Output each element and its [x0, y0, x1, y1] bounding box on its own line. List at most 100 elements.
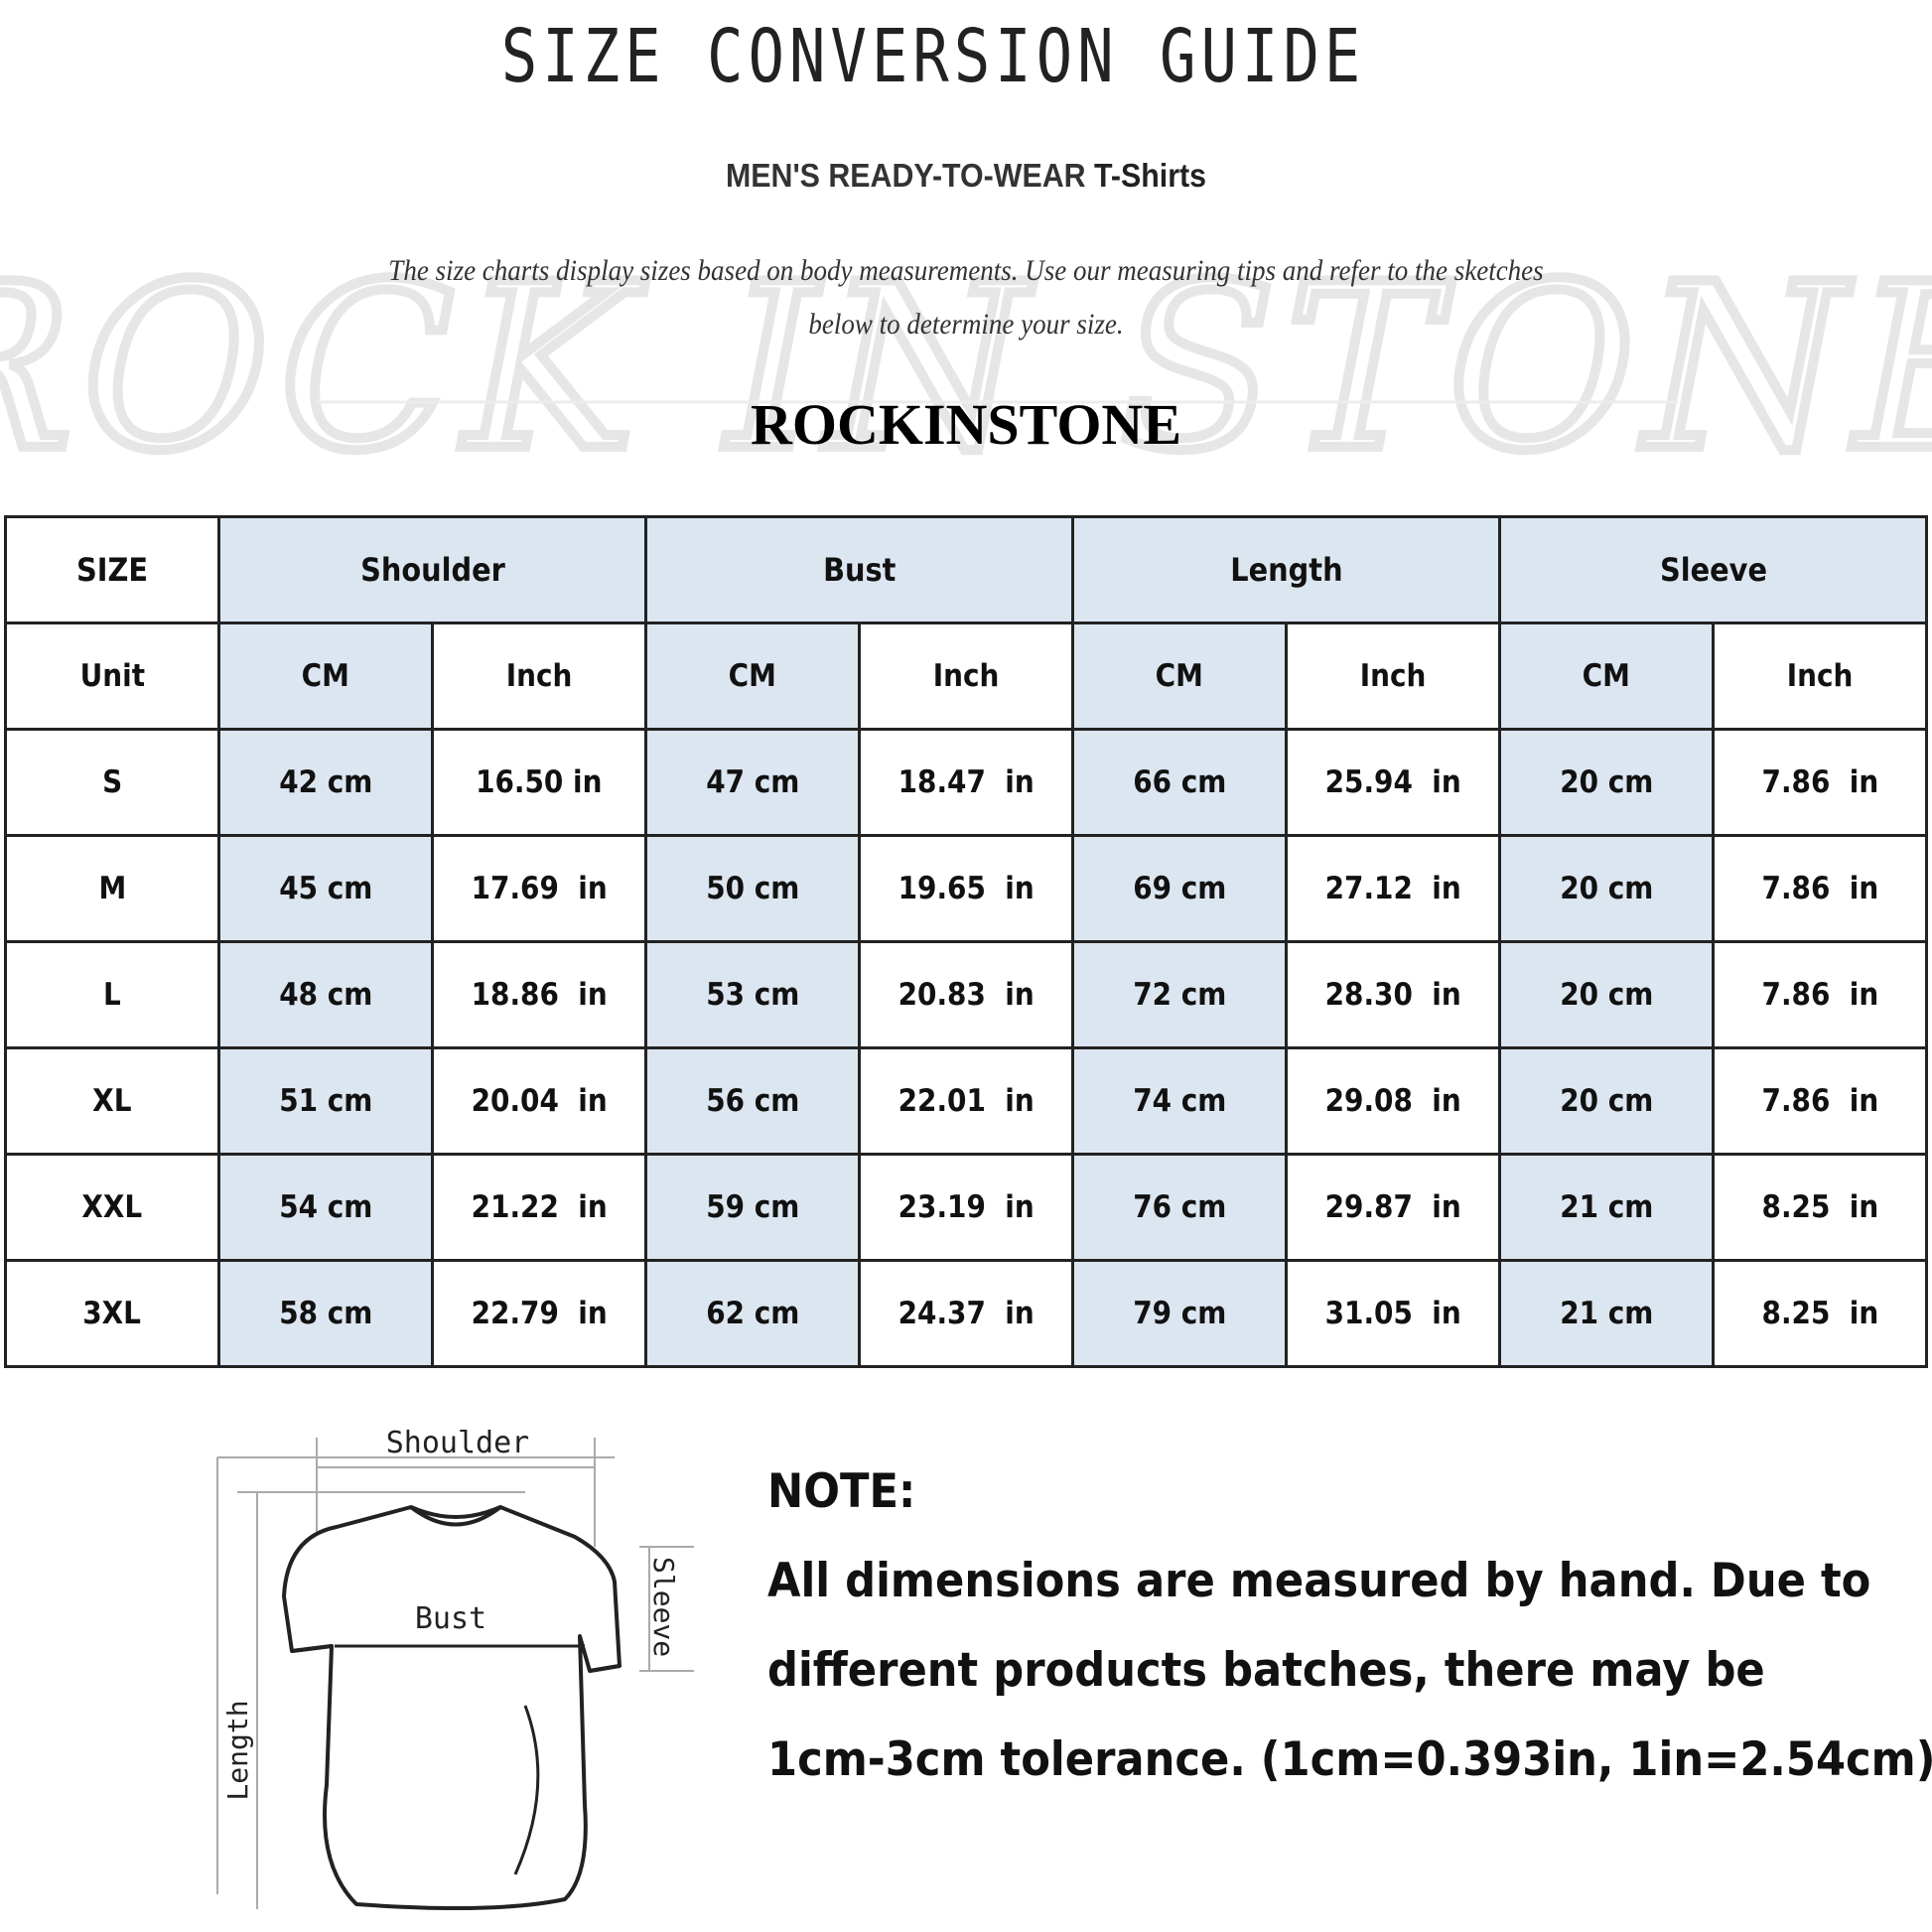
sketch-label-shoulder: Shoulder — [386, 1426, 530, 1460]
tshirt-measurement-sketch: Shoulder Bust Sleeve Length — [216, 1426, 694, 1910]
note-heading: NOTE: — [767, 1464, 916, 1519]
unit-cell-text: Inch — [932, 658, 1000, 694]
value-cell-text: 22.79 in — [471, 1296, 608, 1331]
value-cell-text: 76 cm — [1132, 1189, 1227, 1225]
value-cell: 27.12 in — [1285, 834, 1501, 943]
value-cell: 21 cm — [1498, 1153, 1715, 1262]
brand-name: ROCKINSTONE — [750, 392, 1182, 457]
header-cell-bust-text: Bust — [822, 551, 897, 589]
value-cell: 19.65 in — [858, 834, 1074, 943]
value-cell: 7.86 in — [1712, 940, 1928, 1049]
value-cell: 48 cm — [217, 940, 434, 1049]
value-cell: 50 cm — [644, 834, 861, 943]
value-cell: 74 cm — [1071, 1046, 1288, 1156]
table-row: S 42 cm 16.50 in 47 cm 18.47 in 66 cm 25.94 in… — [4, 728, 1928, 837]
value-cell: 58 cm — [217, 1259, 434, 1368]
value-cell: 7.86 in — [1712, 1046, 1928, 1156]
value-cell-text: 18.86 in — [471, 977, 608, 1013]
value-cell-text: 50 cm — [705, 871, 800, 906]
value-cell: 20 cm — [1498, 728, 1715, 837]
table-row: XXL 54 cm 21.22 in 59 cm 23.19 in 76 cm 29.87 … — [4, 1153, 1928, 1262]
header-cell-unit-text: Unit — [79, 658, 145, 694]
value-cell-text: 18.47 in — [897, 764, 1035, 800]
unit-cell: CM — [644, 621, 861, 731]
note-line-3: 1cm-3cm tolerance. (1cm=0.393in, 1in=2.5… — [767, 1732, 1932, 1787]
value-cell-text: 21 cm — [1559, 1189, 1654, 1225]
value-cell-text: 7.86 in — [1761, 977, 1878, 1013]
value-cell: 29.87 in — [1285, 1153, 1501, 1262]
value-cell-text: 45 cm — [278, 871, 373, 906]
table-row: L 48 cm 18.86 in 53 cm 20.83 in 72 cm 28.30 in… — [4, 940, 1928, 1049]
value-cell-text: 8.25 in — [1761, 1296, 1878, 1331]
value-cell-text: 59 cm — [705, 1189, 800, 1225]
value-cell-text: 21 cm — [1559, 1296, 1654, 1331]
value-cell: 21 cm — [1498, 1259, 1715, 1368]
value-cell-text: 29.08 in — [1324, 1083, 1461, 1119]
sketch-label-bust: Bust — [415, 1601, 486, 1636]
subtitle-main: MEN'S READY-TO-WEAR — [725, 157, 1094, 194]
value-cell-text: 79 cm — [1132, 1296, 1227, 1331]
unit-cell: CM — [217, 621, 434, 731]
value-cell: 25.94 in — [1285, 728, 1501, 837]
value-cell: 22.01 in — [858, 1046, 1074, 1156]
value-cell: 20 cm — [1498, 940, 1715, 1049]
value-cell-text: 25.94 in — [1324, 764, 1461, 800]
value-cell: 72 cm — [1071, 940, 1288, 1049]
value-cell: 21.22 in — [431, 1153, 647, 1262]
header-cell-sleeve-text: Sleeve — [1659, 551, 1767, 589]
value-cell: 76 cm — [1071, 1153, 1288, 1262]
size-cell-text: L — [103, 977, 121, 1013]
size-cell: L — [4, 940, 220, 1049]
value-cell-text: 7.86 in — [1761, 871, 1878, 906]
value-cell: 8.25 in — [1712, 1153, 1928, 1262]
value-cell-text: 74 cm — [1132, 1083, 1227, 1119]
value-cell-text: 20 cm — [1559, 764, 1654, 800]
svg-text:ROCK IN STONE: ROCK IN STONE — [0, 248, 1932, 486]
header-cell-length-text: Length — [1229, 551, 1343, 589]
value-cell-text: 8.25 in — [1761, 1189, 1878, 1225]
page-title: SIZE CONVERSION GUIDE — [500, 14, 1366, 99]
value-cell-text: 24.37 in — [897, 1296, 1035, 1331]
value-cell-text: 19.65 in — [897, 871, 1035, 906]
value-cell-text: 20.04 in — [471, 1083, 608, 1119]
note-line-1: All dimensions are measured by hand. Due… — [767, 1554, 1871, 1608]
value-cell: 45 cm — [217, 834, 434, 943]
unit-cell-text: Inch — [1359, 658, 1427, 694]
value-cell: 20 cm — [1498, 834, 1715, 943]
value-cell: 23.19 in — [858, 1153, 1074, 1262]
sketch-label-length: Length — [221, 1700, 254, 1800]
value-cell-text: 20 cm — [1559, 871, 1654, 906]
header-cell-bust: Bust — [644, 515, 1074, 624]
value-cell: 31.05 in — [1285, 1259, 1501, 1368]
size-cell-text: S — [101, 764, 123, 800]
value-cell-text: 27.12 in — [1324, 871, 1461, 906]
value-cell: 18.47 in — [858, 728, 1074, 837]
value-cell-text: 16.50 in — [476, 764, 603, 800]
size-cell-text: 3XL — [82, 1296, 142, 1331]
note-line-2: different products batches, there may be — [767, 1643, 1765, 1698]
value-cell: 24.37 in — [858, 1259, 1074, 1368]
subtitle: MEN'S READY-TO-WEAR T-Shirts — [77, 157, 1855, 195]
watermark: ROCK IN STONE — [0, 248, 1932, 486]
value-cell: 20.04 in — [431, 1046, 647, 1156]
description-line-1: The size charts display sizes based on b… — [388, 254, 1544, 287]
header-cell-size-text: SIZE — [75, 551, 148, 589]
unit-cell-text: CM — [1582, 658, 1631, 694]
value-cell: 47 cm — [644, 728, 861, 837]
value-cell-text: 21.22 in — [471, 1189, 608, 1225]
header-row-groups: SIZE Shoulder Bust Length Sleeve — [4, 515, 1928, 624]
value-cell-text: 51 cm — [278, 1083, 373, 1119]
value-cell-text: 56 cm — [705, 1083, 800, 1119]
header-cell-shoulder-text: Shoulder — [359, 551, 505, 589]
value-cell-text: 7.86 in — [1761, 1083, 1878, 1119]
value-cell: 29.08 in — [1285, 1046, 1501, 1156]
size-cell-text: XL — [92, 1083, 132, 1119]
size-cell-text: XXL — [81, 1189, 143, 1225]
value-cell: 7.86 in — [1712, 834, 1928, 943]
value-cell-text: 69 cm — [1132, 871, 1227, 906]
value-cell-text: 28.30 in — [1324, 977, 1461, 1013]
value-cell-text: 48 cm — [278, 977, 373, 1013]
value-cell: 59 cm — [644, 1153, 861, 1262]
value-cell-text: 53 cm — [705, 977, 800, 1013]
value-cell: 42 cm — [217, 728, 434, 837]
